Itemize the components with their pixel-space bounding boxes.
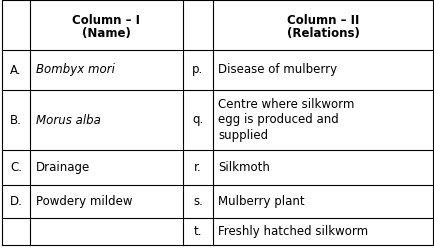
- Text: p.: p.: [192, 64, 203, 77]
- Text: Column – I: Column – I: [72, 15, 140, 27]
- Text: s.: s.: [193, 195, 203, 208]
- Text: q.: q.: [192, 113, 203, 127]
- Text: Freshly hatched silkworm: Freshly hatched silkworm: [217, 225, 367, 238]
- Text: Bombyx mori: Bombyx mori: [36, 64, 115, 77]
- Text: Mulberry plant: Mulberry plant: [217, 195, 304, 208]
- Text: A.: A.: [10, 64, 22, 77]
- Text: (Relations): (Relations): [286, 26, 358, 40]
- Text: (Name): (Name): [82, 26, 131, 40]
- Text: r.: r.: [194, 161, 201, 174]
- Text: Column – II: Column – II: [286, 15, 358, 27]
- Text: Silkmoth: Silkmoth: [217, 161, 269, 174]
- Text: B.: B.: [10, 113, 22, 127]
- Text: Disease of mulberry: Disease of mulberry: [217, 64, 336, 77]
- Text: t.: t.: [193, 225, 202, 238]
- Text: Drainage: Drainage: [36, 161, 90, 174]
- Text: Centre where silkworm
egg is produced and
supplied: Centre where silkworm egg is produced an…: [217, 99, 354, 142]
- Text: Morus alba: Morus alba: [36, 113, 101, 127]
- Text: C.: C.: [10, 161, 22, 174]
- Text: Powdery mildew: Powdery mildew: [36, 195, 132, 208]
- Text: D.: D.: [10, 195, 23, 208]
